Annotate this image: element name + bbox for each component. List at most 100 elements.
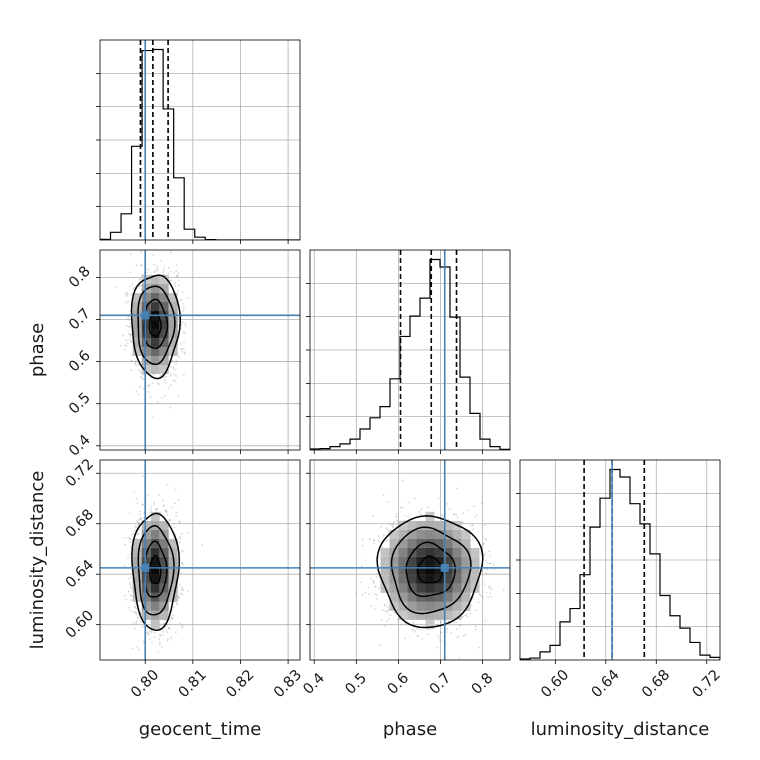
- density-cell: [443, 538, 453, 548]
- scatter-point: [407, 501, 410, 504]
- density-cell: [159, 347, 169, 357]
- scatter-point: [147, 633, 150, 636]
- scatter-point: [437, 497, 440, 500]
- contour-line: [130, 274, 182, 380]
- scatter-point: [128, 590, 130, 593]
- scatter-point: [152, 501, 155, 504]
- scatter-point: [372, 539, 375, 542]
- scatter-point: [129, 594, 132, 597]
- scatter-point: [128, 318, 131, 321]
- scatter-point: [488, 550, 491, 553]
- scatter-point: [134, 525, 137, 528]
- scatter-point: [401, 506, 404, 509]
- density-cell: [159, 565, 169, 575]
- scatter-point: [181, 562, 184, 565]
- scatter-point: [171, 360, 173, 362]
- scatter-point: [162, 271, 165, 273]
- scatter-point: [483, 552, 486, 555]
- scatter-point: [175, 269, 178, 272]
- scatter-point: [390, 523, 393, 526]
- scatter-point: [171, 506, 173, 509]
- scatter-point: [160, 259, 162, 262]
- scatter-point: [187, 590, 190, 592]
- density-cell: [461, 601, 471, 611]
- scatter-point: [158, 641, 161, 643]
- density-cell: [416, 520, 426, 530]
- scatter-point: [469, 612, 472, 615]
- scatter-point: [170, 616, 173, 619]
- scatter-point: [481, 595, 484, 598]
- scatter-point: [129, 323, 132, 325]
- scatter-point: [459, 624, 461, 627]
- joint-panel-phase-luminosity_distance: [306, 459, 511, 661]
- scatter-point: [151, 382, 154, 385]
- truth-marker: [141, 311, 150, 320]
- scatter-point: [180, 299, 183, 301]
- scatter-point: [170, 384, 172, 386]
- scatter-point: [416, 627, 419, 630]
- scatter-point: [174, 380, 177, 383]
- scatter-point: [181, 586, 184, 589]
- density-cell: [389, 583, 399, 593]
- scatter-point: [162, 499, 164, 502]
- scatter-point: [124, 543, 126, 546]
- scatter-point: [181, 348, 184, 351]
- scatter-point: [129, 285, 131, 288]
- scatter-point: [169, 519, 171, 521]
- scatter-point: [361, 544, 364, 547]
- scatter-point: [136, 613, 139, 616]
- scatter-point: [133, 490, 136, 493]
- density-cell: [443, 556, 453, 566]
- scatter-point: [137, 521, 140, 524]
- scatter-point: [161, 646, 163, 648]
- scatter-point: [130, 333, 133, 336]
- scatter-point: [153, 503, 156, 506]
- scatter-point: [158, 638, 160, 641]
- scatter-point: [119, 345, 122, 347]
- scatter-point: [475, 628, 477, 631]
- contour-line: [390, 526, 472, 615]
- density-cell: [132, 574, 142, 584]
- scatter-point: [184, 325, 187, 327]
- density-cell: [132, 329, 142, 339]
- scatter-point: [174, 368, 177, 371]
- scatter-point: [486, 568, 488, 571]
- scatter-point: [478, 593, 481, 596]
- scatter-point: [151, 416, 154, 419]
- scatter-point: [127, 332, 130, 335]
- scatter-point: [178, 520, 181, 523]
- scatter-point: [147, 385, 150, 388]
- scatter-point: [135, 526, 137, 529]
- hist-panel-geocent_time: [96, 39, 301, 241]
- scatter-point: [141, 503, 144, 506]
- scatter-point: [129, 538, 132, 540]
- scatter-point: [184, 353, 187, 355]
- hist-bars-phase: [310, 250, 510, 450]
- hist-step-geocent_time: [100, 48, 300, 240]
- density-cell: [132, 556, 142, 566]
- scatter-point: [382, 534, 385, 537]
- scatter-point: [396, 618, 399, 621]
- density-cell: [461, 547, 471, 557]
- scatter-point: [134, 362, 137, 365]
- scatter-point: [377, 556, 380, 559]
- scatter-point: [168, 618, 171, 621]
- scatter-point: [125, 301, 128, 304]
- density-cell: [398, 601, 408, 611]
- scatter-point: [164, 509, 167, 511]
- scatter-point: [440, 631, 442, 634]
- scatter-point: [154, 508, 157, 511]
- scatter-point: [131, 360, 134, 362]
- density-cell: [159, 538, 169, 548]
- scatter-point: [183, 351, 186, 354]
- density-cell: [132, 302, 142, 312]
- scatter-point: [472, 597, 474, 600]
- scatter-point: [152, 253, 154, 256]
- scatter-point: [128, 338, 131, 341]
- density-cell: [452, 610, 462, 620]
- scatter-point: [130, 595, 133, 597]
- density-cell: [407, 592, 417, 602]
- scatter-point: [129, 553, 131, 556]
- scatter-point: [374, 586, 377, 588]
- scatter-point: [413, 629, 415, 632]
